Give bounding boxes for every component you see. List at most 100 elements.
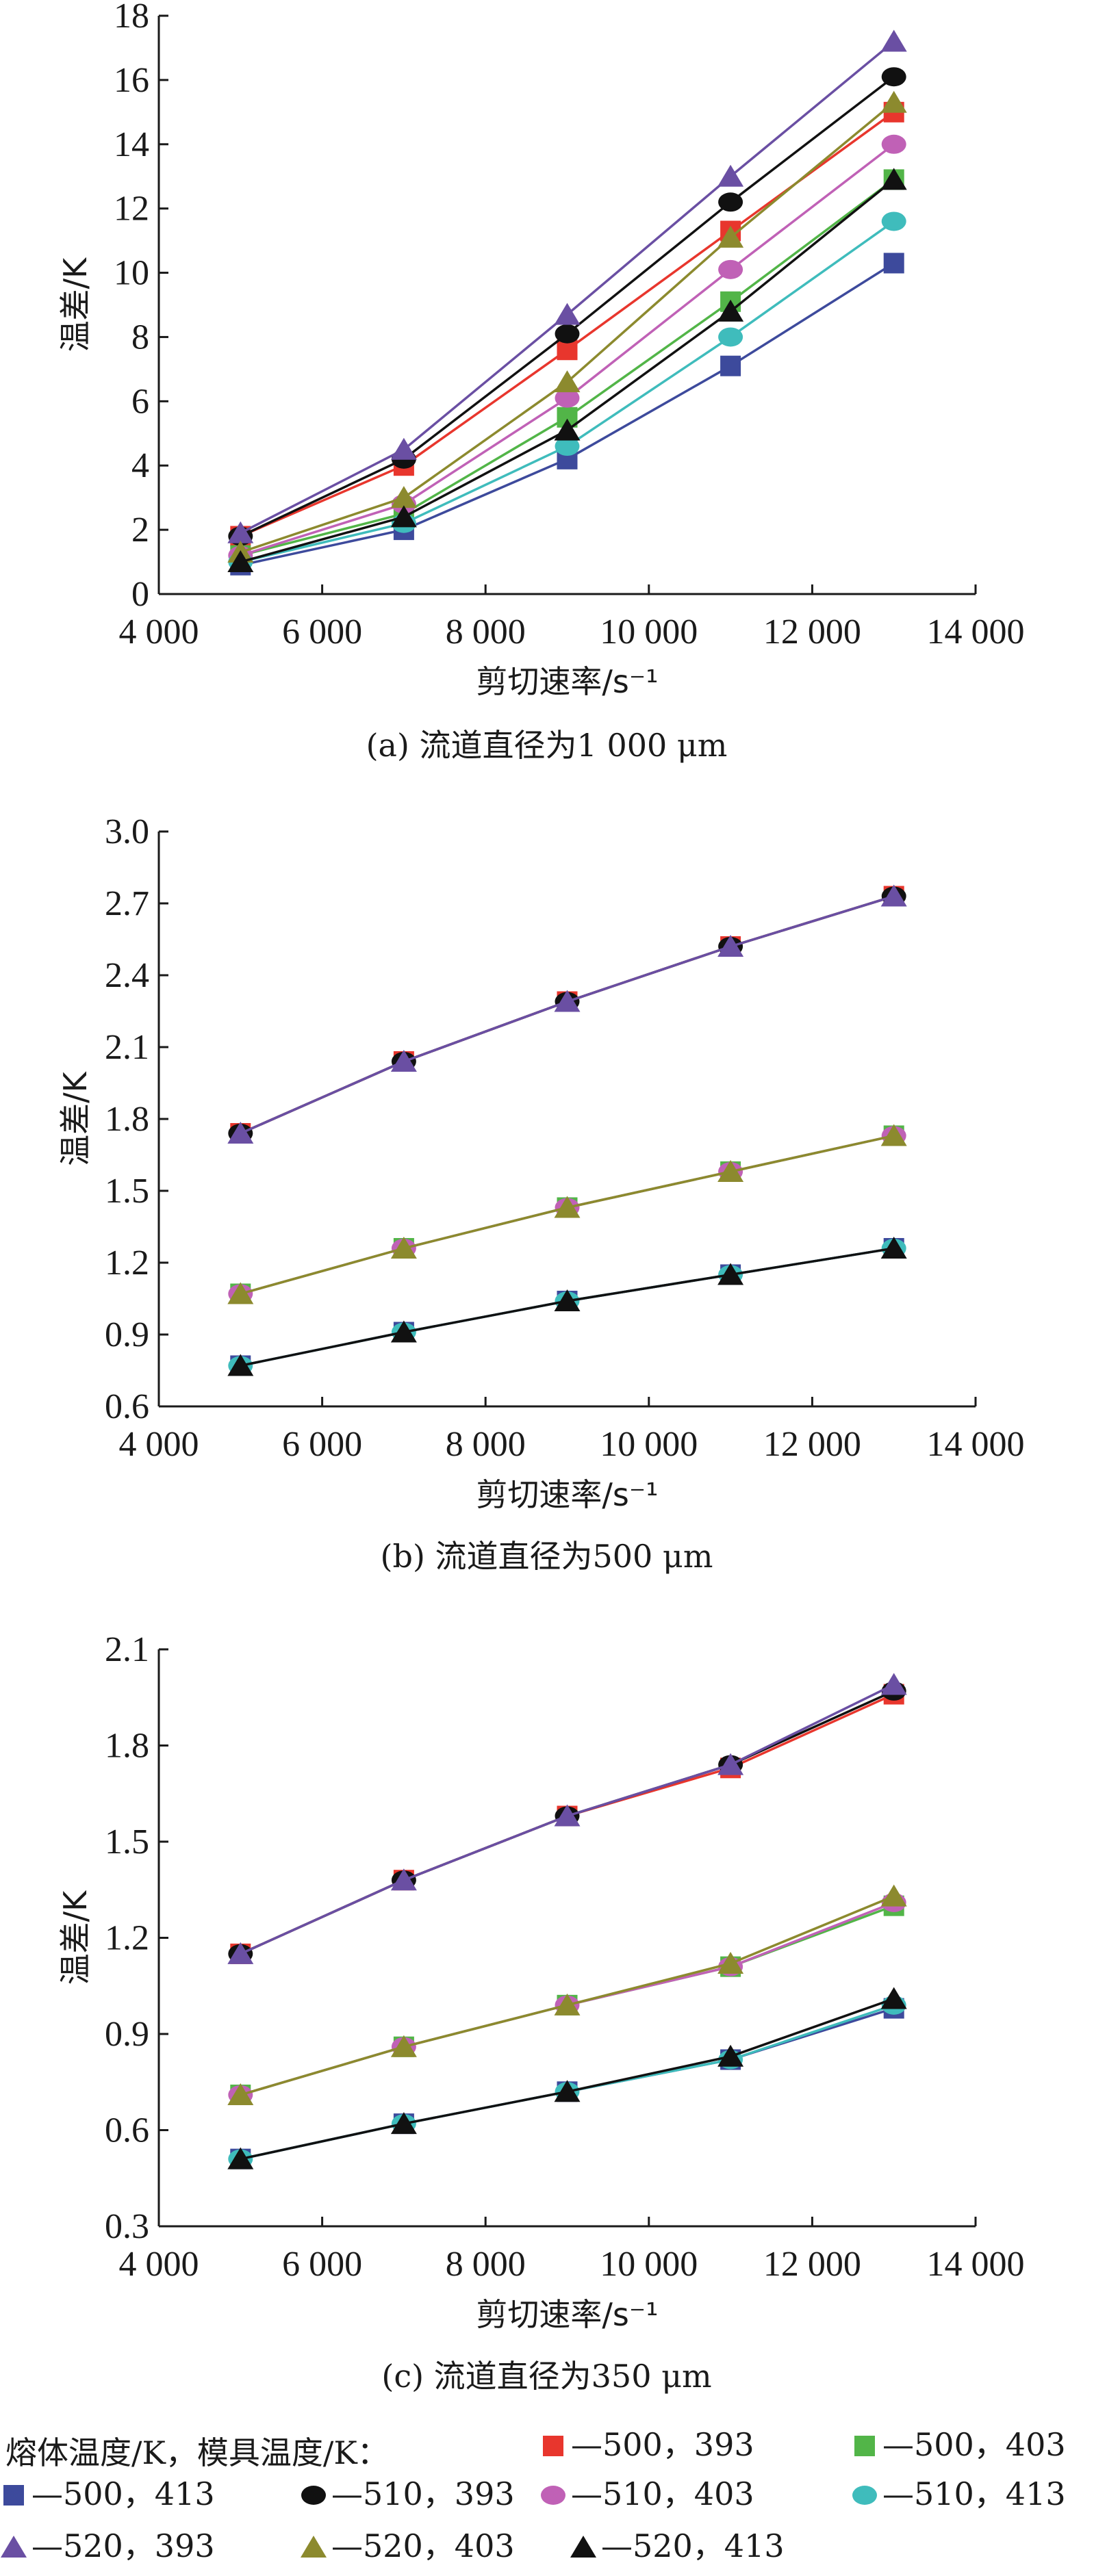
data-point <box>880 1987 907 2009</box>
data-point <box>880 29 907 52</box>
chart-panel-b: 0.6 0.9 1.2 1.5 1.8 2.1 2.4 2.7 3.0 4 000 6 000 8 0… <box>57 812 1025 1575</box>
y-tick-label: 0 <box>131 575 149 614</box>
y-axis-title: 温差/K <box>57 1890 94 1985</box>
data-point <box>390 1237 417 1259</box>
x-tick-label: 14 000 <box>927 2245 1025 2284</box>
series-510，413 <box>228 211 906 572</box>
x-tick-label: 8 000 <box>446 1425 526 1464</box>
data-point <box>227 1942 254 1964</box>
data-point <box>881 134 906 154</box>
x-axis-title: 剪切速率/s⁻¹ <box>476 2296 658 2333</box>
legend-entry: —500，403 <box>854 2426 1066 2463</box>
series-520，403 <box>227 1884 907 2105</box>
data-point <box>554 418 581 441</box>
x-tick-label: 14 000 <box>927 613 1025 652</box>
y-tick-label: 0.3 <box>105 2207 149 2246</box>
data-point <box>718 259 743 279</box>
x-tick-label: 4 000 <box>119 613 199 652</box>
series-520，413 <box>227 1237 907 1376</box>
y-axis-title: 温差/K <box>57 1070 94 1165</box>
data-point <box>390 1868 417 1891</box>
x-tick-label: 12 000 <box>763 2245 861 2284</box>
y-tick-label: 6 <box>131 382 149 421</box>
panel-caption: (b) 流道直径为500 μm <box>381 1538 713 1575</box>
legend-marker <box>301 2486 326 2505</box>
data-point <box>554 370 581 393</box>
data-point <box>554 1289 581 1311</box>
legend-label: —520，413 <box>601 2527 785 2564</box>
legend-entries: —500，393 —500，403 —500，413 —510，393 —510，403… <box>1 2426 1066 2564</box>
data-point <box>390 486 417 508</box>
y-tick-label: 18 <box>114 0 149 36</box>
x-axis-title: 剪切速率/s⁻¹ <box>476 663 658 700</box>
y-tick-label: 14 <box>114 125 149 164</box>
data-point <box>555 437 580 456</box>
data-point <box>881 67 906 87</box>
series-line <box>240 1997 895 2161</box>
data-point <box>880 1884 907 1907</box>
y-tick-label: 8 <box>131 318 149 357</box>
x-tick-label: 12 000 <box>763 1425 861 1464</box>
y-tick-label: 0.6 <box>105 2111 149 2150</box>
data-point <box>227 521 254 543</box>
data-point <box>717 1951 744 1974</box>
legend-label: —510，413 <box>882 2475 1066 2512</box>
data-point <box>883 253 904 274</box>
y-tick-label: 0.9 <box>105 2015 149 2054</box>
y-tick-label: 1.8 <box>105 1100 149 1139</box>
data-point <box>390 505 417 528</box>
data-point <box>554 990 581 1012</box>
data-point <box>717 935 744 957</box>
y-tick-label: 0.6 <box>105 1387 149 1426</box>
legend-label: —510，393 <box>331 2475 515 2512</box>
x-tick-label: 12 000 <box>763 613 861 652</box>
legend: 熔体温度/K，模具温度/K： —500，393 —500，403—500，413—… <box>1 2426 1066 2564</box>
legend-marker <box>852 2486 877 2505</box>
x-tick-label: 10 000 <box>600 1425 698 1464</box>
x-tick-label: 8 000 <box>446 613 526 652</box>
x-tick-label: 4 000 <box>119 1425 199 1464</box>
y-axis-title: 温差/K <box>57 257 94 352</box>
data-point <box>554 1804 581 1827</box>
data-point <box>717 2044 744 2067</box>
series-line <box>240 894 895 1135</box>
x-axis-title: 剪切速率/s⁻¹ <box>476 1476 658 1513</box>
y-tick-label: 1.5 <box>105 1172 149 1211</box>
y-tick-label: 10 <box>114 254 149 293</box>
legend-label: —500，403 <box>882 2426 1066 2463</box>
y-tick-label: 2.7 <box>105 884 149 923</box>
data-point <box>227 2083 254 2105</box>
y-tick-label: 2 <box>131 511 149 550</box>
data-point <box>555 388 580 408</box>
data-point <box>555 324 580 344</box>
data-point <box>227 1122 254 1144</box>
chart-panel-a: 0 2 4 6 8 10 12 14 16 18 4 000 6 000 8 000 10 000 12 0… <box>57 0 1025 764</box>
data-point <box>390 2112 417 2135</box>
data-point <box>718 327 743 347</box>
series-520，413 <box>227 1987 907 2169</box>
data-point <box>880 884 907 907</box>
series-line <box>240 894 895 1135</box>
data-point <box>390 437 417 460</box>
legend-marker <box>541 2486 565 2505</box>
legend-marker <box>570 2536 596 2558</box>
data-point <box>720 355 741 376</box>
data-point <box>717 225 744 248</box>
legend-marker <box>854 2436 875 2456</box>
legend-title: 熔体温度/K，模具温度/K： <box>5 2434 389 2471</box>
data-point <box>554 2080 581 2102</box>
y-tick-label: 2.1 <box>105 1028 149 1067</box>
chart-panel-c: 0.3 0.6 0.9 1.2 1.5 1.8 2.1 4 000 6 000 8 000 10 0… <box>57 1630 1025 2395</box>
data-point <box>718 192 743 212</box>
y-tick-label: 1.5 <box>105 1822 149 1862</box>
y-tick-label: 4 <box>131 446 149 485</box>
series-510，393 <box>228 886 906 1143</box>
data-point <box>227 2147 254 2169</box>
chart-panels: 0 2 4 6 8 10 12 14 16 18 4 000 6 000 8 000 10 000 12 0… <box>57 0 1025 2395</box>
y-tick-label: 1.2 <box>105 1919 149 1958</box>
data-point <box>390 1050 417 1072</box>
y-tick-label: 12 <box>114 190 149 229</box>
data-point <box>554 302 581 325</box>
series-500，403 <box>230 169 904 566</box>
